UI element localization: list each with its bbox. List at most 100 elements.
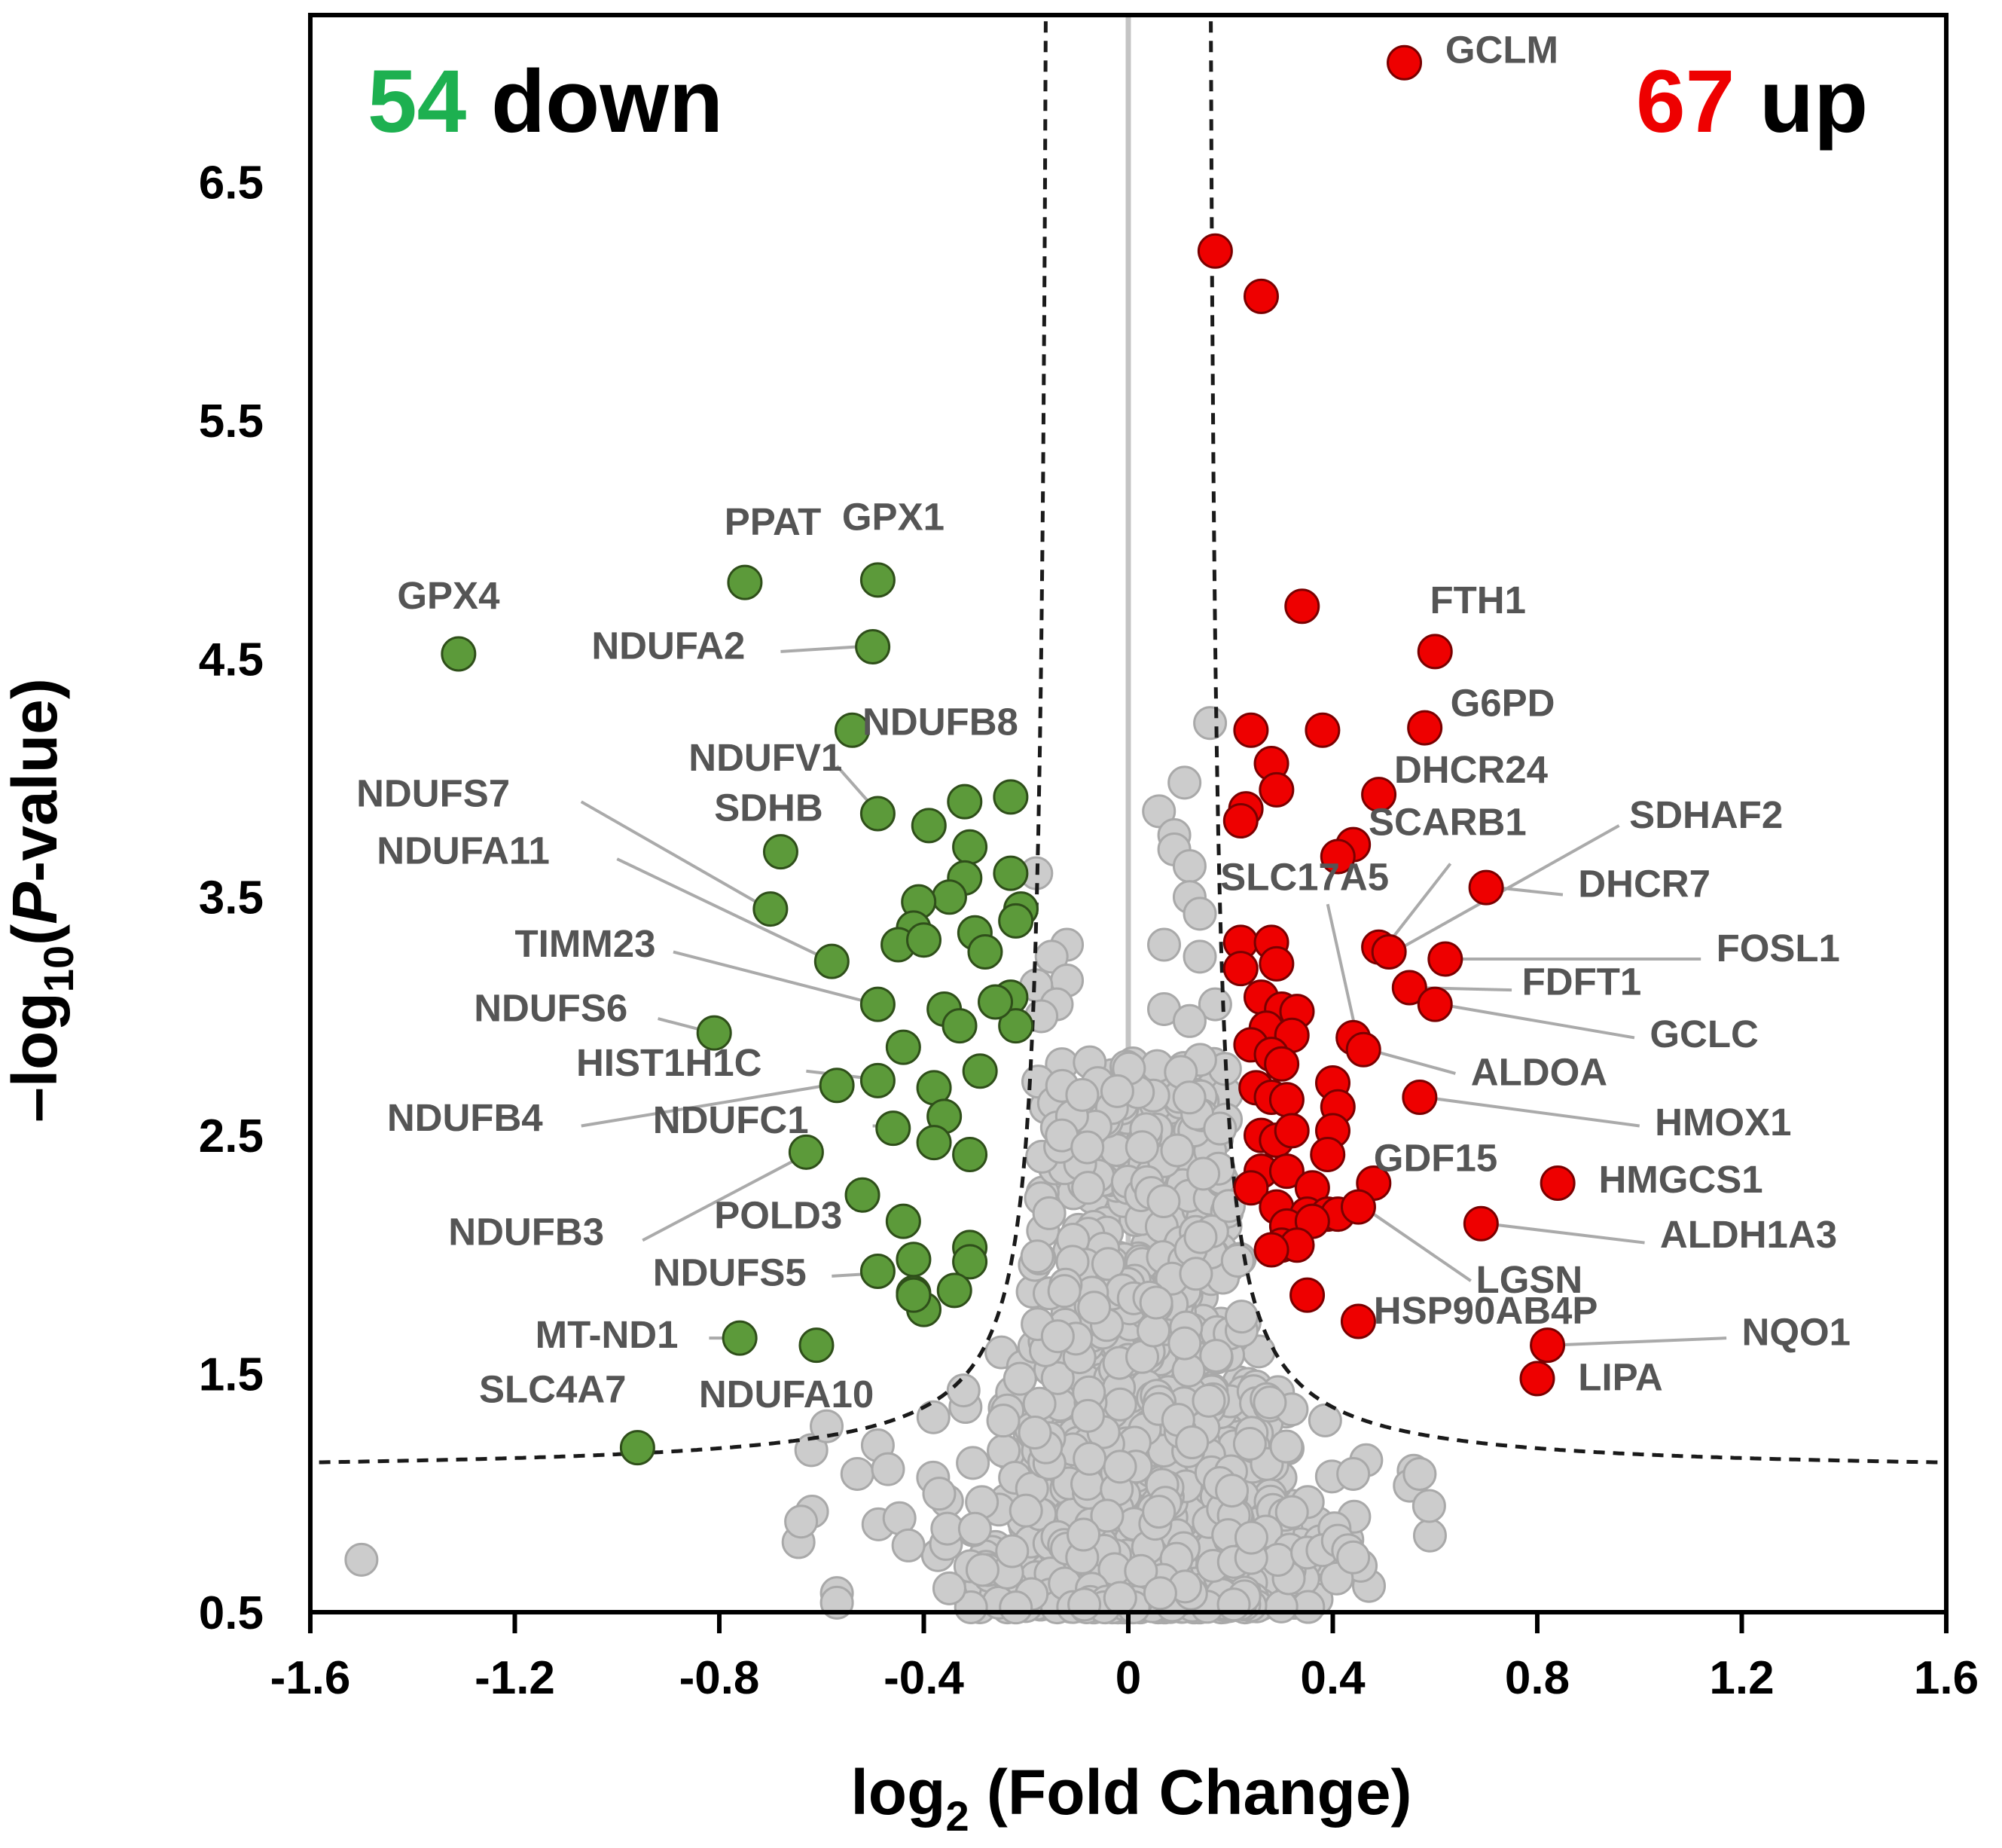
down-point <box>952 1136 988 1172</box>
gene-label: NDUFB3 <box>448 1211 604 1254</box>
ns-point <box>1142 794 1176 829</box>
x-axis-title-prefix: log <box>850 1757 945 1828</box>
gene-label: DHCR7 <box>1578 863 1711 906</box>
ns-point <box>1139 1285 1173 1320</box>
downregulated-points <box>441 562 1039 1466</box>
leader-line <box>581 1083 827 1128</box>
down-point <box>859 796 896 832</box>
down-point <box>855 629 891 665</box>
up-point <box>1289 1277 1326 1313</box>
up-point <box>1407 710 1443 746</box>
ns-point <box>1091 1247 1125 1281</box>
y-tick-label: 5.5 <box>199 396 264 447</box>
up-point <box>1197 233 1233 269</box>
gene-label: NDUFC1 <box>653 1098 809 1141</box>
leader-line <box>780 645 858 653</box>
y-axis-title-italic: P <box>0 881 70 924</box>
x-tick-label: 1.6 <box>1914 1652 1979 1704</box>
ns-point <box>1264 1589 1299 1623</box>
up-point <box>1417 634 1453 670</box>
up-point <box>1274 1113 1310 1149</box>
down-point <box>952 829 988 865</box>
gene-label: NQO1 <box>1742 1311 1851 1354</box>
gene-label: SCARB1 <box>1369 800 1527 843</box>
gene-label: HMOX1 <box>1655 1101 1791 1144</box>
ns-point <box>1412 1518 1447 1553</box>
gene-label: SDHAF2 <box>1629 793 1783 836</box>
up-point <box>1463 1205 1499 1242</box>
ns-point <box>954 1590 988 1624</box>
up-point <box>1222 802 1259 838</box>
up-point <box>1310 1136 1346 1172</box>
gene-label: NDUFS7 <box>356 772 510 815</box>
ns-point <box>1172 1080 1207 1115</box>
up-point <box>1264 1046 1300 1082</box>
ns-point <box>1032 1196 1067 1230</box>
down-point <box>998 1008 1034 1044</box>
up-point <box>1340 1189 1376 1225</box>
gene-label: GPX4 <box>397 574 500 617</box>
up-point <box>1259 771 1295 808</box>
gene-label: SLC17A5 <box>1220 855 1389 898</box>
y-tick-label: 0.5 <box>199 1587 264 1639</box>
gene-label: FOSL1 <box>1717 927 1840 970</box>
y-tick-label: 1.5 <box>199 1349 264 1401</box>
leader-line <box>1552 1336 1727 1347</box>
up-point <box>1268 1153 1305 1190</box>
down-point <box>859 986 896 1022</box>
ns-point <box>1216 1587 1251 1622</box>
ns-point <box>1167 765 1202 800</box>
up-point <box>1417 986 1453 1022</box>
up-point <box>1371 934 1407 970</box>
ns-point <box>1232 1427 1267 1462</box>
ns-point <box>1253 1385 1287 1420</box>
x-axis-title-subscript: 2 <box>945 1792 969 1840</box>
ns-point <box>1402 1456 1437 1491</box>
down-point <box>722 1320 758 1356</box>
ns-point <box>1077 1291 1112 1325</box>
down-point <box>896 1242 932 1278</box>
gene-label: G6PD <box>1451 681 1555 724</box>
down-point <box>762 834 798 870</box>
ns-point <box>794 1433 829 1468</box>
upregulated-points <box>1197 44 1576 1397</box>
ns-point <box>1020 1239 1054 1274</box>
ns-point <box>1175 1425 1210 1460</box>
up-point <box>1361 777 1397 813</box>
up-count-word: up <box>1735 52 1868 151</box>
ns-point <box>1103 1449 1137 1484</box>
gene-label: FTH1 <box>1430 579 1526 622</box>
up-point <box>1468 869 1504 906</box>
leader-line <box>658 1017 705 1032</box>
down-point <box>993 779 1029 815</box>
x-tick-label: -1.6 <box>270 1652 351 1704</box>
ns-point <box>784 1504 819 1539</box>
ns-point <box>871 1452 905 1486</box>
ns-point <box>1146 1184 1181 1219</box>
gene-label: SDHB <box>714 786 823 829</box>
down-point <box>967 934 1003 970</box>
down-point <box>819 1068 855 1104</box>
x-tick-label: 0.4 <box>1300 1652 1366 1704</box>
gene-label: GCLC <box>1650 1013 1758 1055</box>
down-point <box>911 808 947 844</box>
ns-point <box>1192 1383 1226 1418</box>
y-tick-label: 2.5 <box>199 1110 264 1162</box>
ns-point <box>1018 1416 1052 1450</box>
ns-point <box>946 1373 981 1408</box>
ns-point <box>986 1404 1021 1438</box>
ns-point <box>1199 1339 1234 1373</box>
ns-point <box>1220 1243 1255 1278</box>
up-point <box>1320 838 1356 875</box>
leader-line <box>642 1155 802 1242</box>
leader-line <box>1368 1048 1456 1075</box>
ns-point <box>1040 1319 1075 1354</box>
down-point <box>752 891 789 927</box>
x-axis-ticks: -1.6 -1.2 -0.8 -0.4 0 0.4 0.8 1.2 1.6 <box>270 1612 1979 1704</box>
ns-point <box>1274 1495 1309 1529</box>
down-point <box>952 1244 988 1280</box>
ns-point <box>932 1571 966 1605</box>
leader-line <box>616 857 822 958</box>
ns-point <box>1411 1489 1446 1523</box>
